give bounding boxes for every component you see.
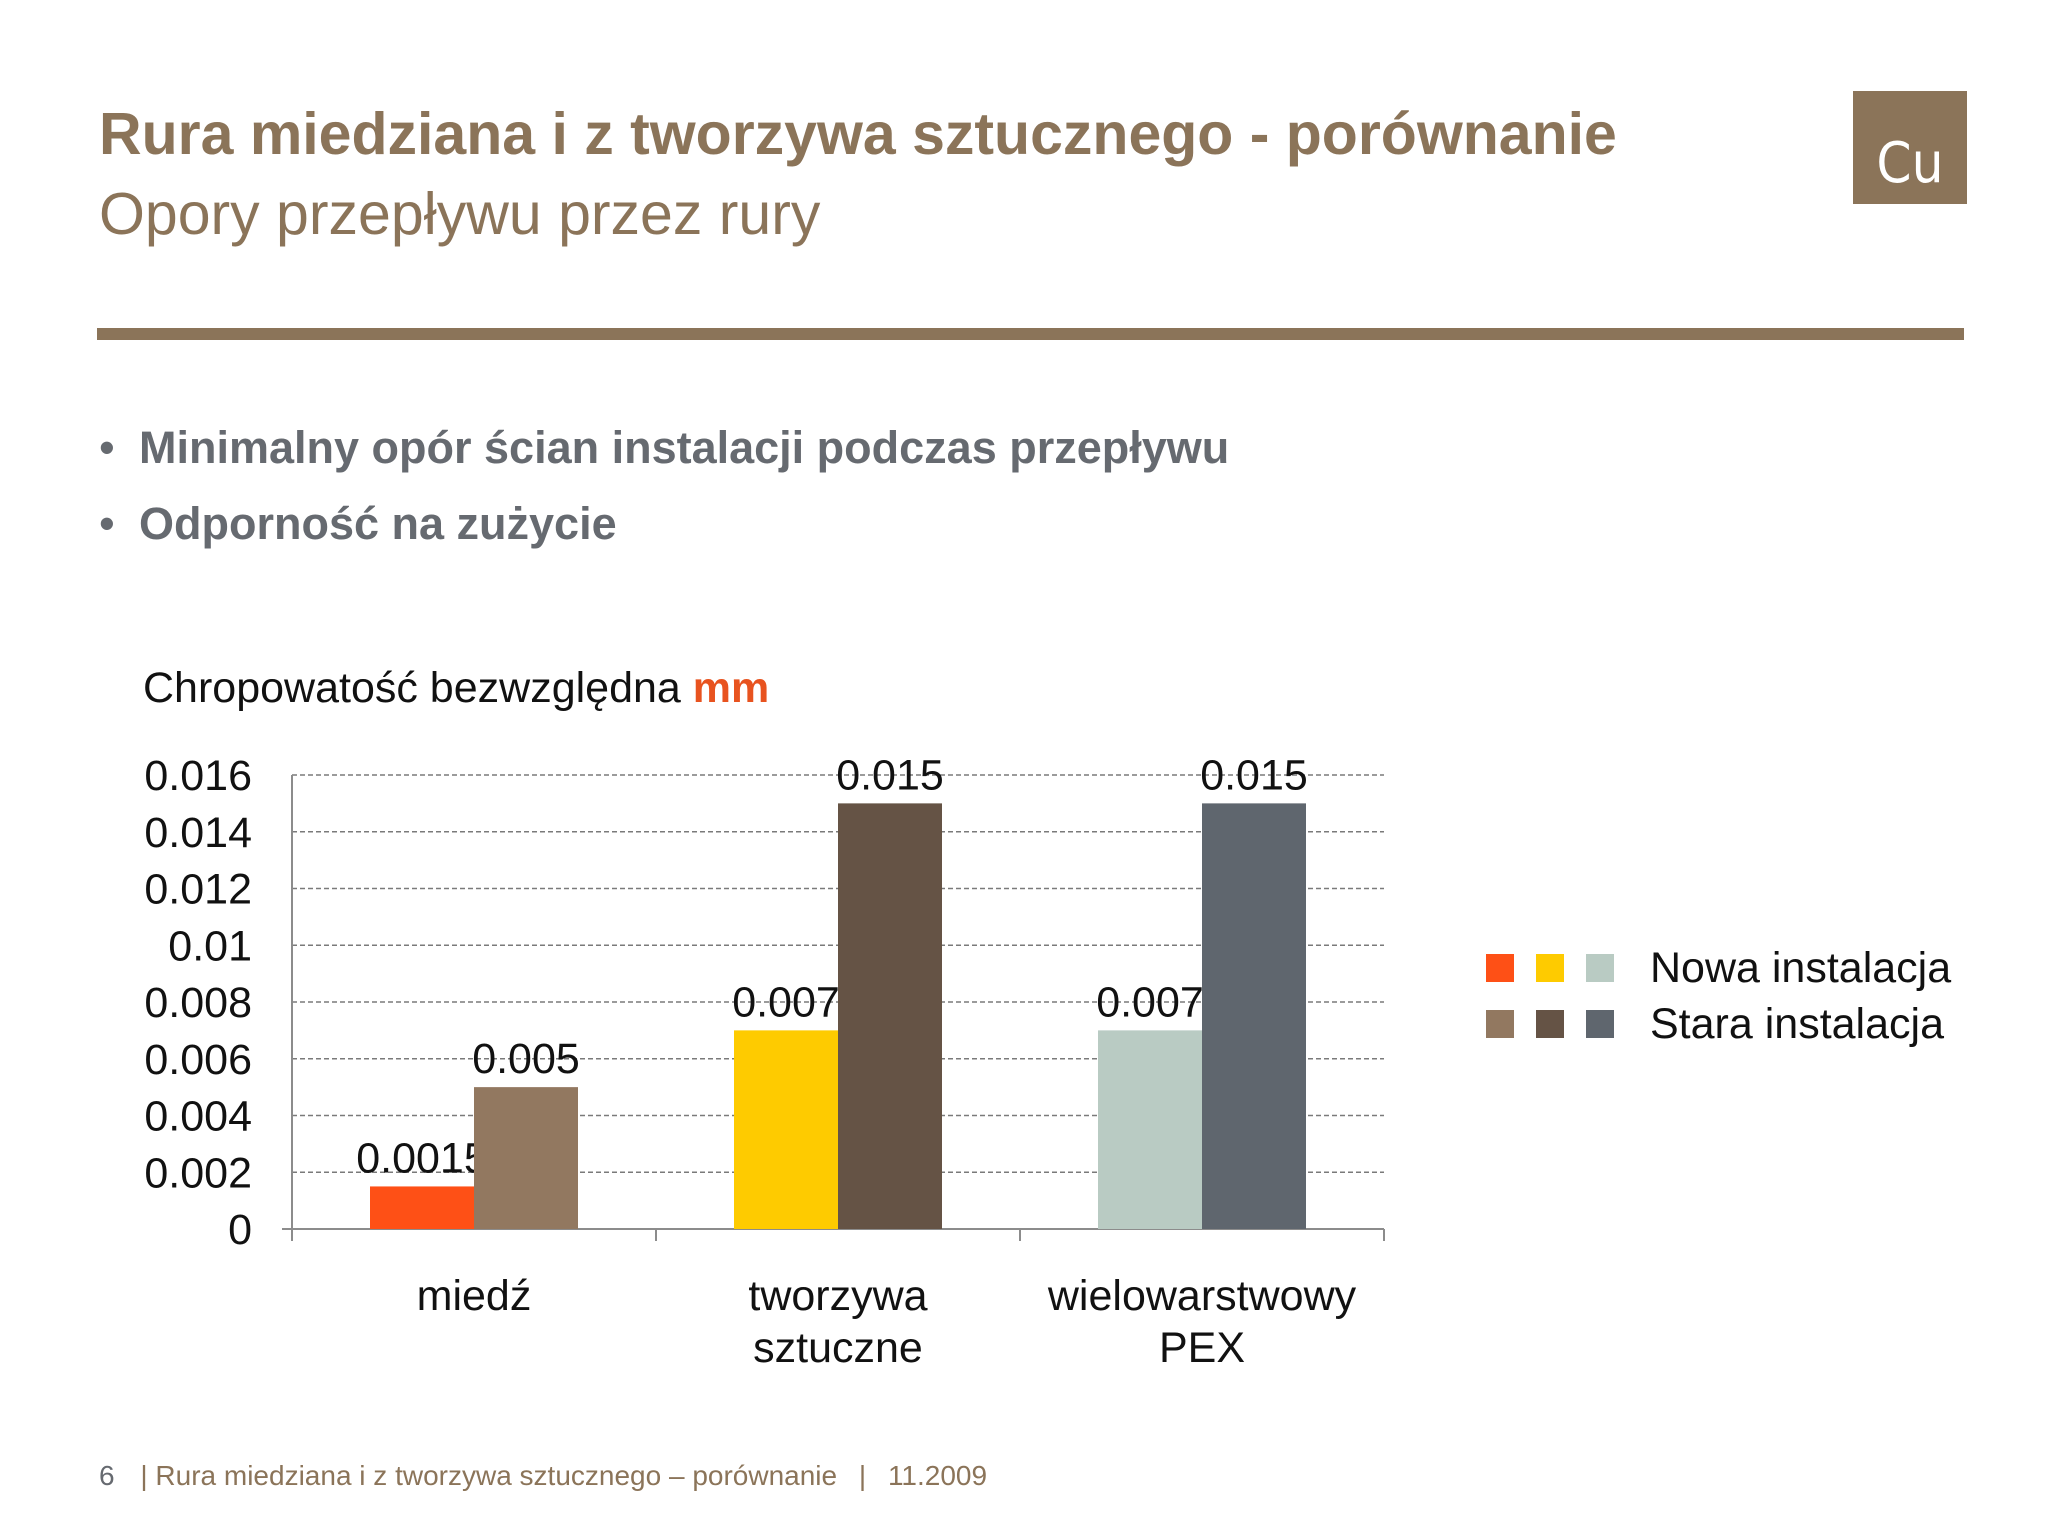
bullet-icon: • — [99, 498, 115, 549]
data-label: 0.015 — [1200, 751, 1308, 799]
data-label: 0.005 — [472, 1035, 580, 1083]
x-tick-label: wielowarstwowy — [1047, 1272, 1357, 1320]
footer-separator: | — [858, 1460, 867, 1491]
legend-swatch-old-pex — [1586, 1010, 1614, 1038]
legend-swatch-old-copper — [1486, 1010, 1514, 1038]
y-tick-label: 0.004 — [144, 1093, 252, 1141]
y-tick-label: 0.006 — [144, 1036, 252, 1084]
x-tick-label: sztuczne — [753, 1324, 923, 1372]
bullet-item: • Minimalny opór ścian instalacji podcza… — [99, 420, 1229, 496]
y-tick-label: 0.008 — [144, 979, 252, 1027]
bar — [370, 1186, 474, 1229]
y-axis-title: Chropowatość bezwzględna mm — [143, 664, 769, 713]
bar — [838, 803, 942, 1229]
x-tick-label: tworzywa — [748, 1272, 927, 1320]
legend-label-old: Stara instalacja — [1650, 999, 1944, 1048]
legend-swatch-new-plastic — [1536, 954, 1564, 982]
y-tick-label: 0.012 — [144, 866, 252, 914]
legend-entry-new: Nowa instalacja — [1486, 940, 1951, 996]
data-label: 0.015 — [836, 751, 944, 799]
footer-separator: | — [140, 1460, 148, 1491]
bullet-text: Odporność na zużycie — [139, 498, 617, 549]
legend-swatch-new-copper — [1486, 954, 1514, 982]
y-axis-unit: mm — [692, 664, 770, 712]
x-tick-label: PEX — [1159, 1324, 1245, 1372]
x-tick-label: miedź — [417, 1272, 532, 1320]
bar-chart: 0 0.002 0.004 0.006 0.008 0.01 0.012 0.014 0.016… — [144, 751, 1385, 1372]
y-tick-label: 0.016 — [144, 752, 252, 800]
y-axis-title-text: Chropowatość bezwzględna — [143, 664, 681, 712]
legend-label-new: Nowa instalacja — [1650, 943, 1952, 992]
y-tick-label: 0 — [228, 1206, 252, 1254]
title-divider — [97, 328, 1964, 340]
footer: 6 | Rura miedziana i z tworzywa sztuczne… — [99, 1460, 987, 1492]
copper-logo: Cu — [1853, 91, 1967, 204]
slide-title: Rura miedziana i z tworzywa sztucznego -… — [99, 101, 1617, 167]
footer-text: Rura miedziana i z tworzywa sztucznego –… — [155, 1460, 838, 1491]
y-tick-label: 0.014 — [144, 809, 252, 857]
data-label: 0.007 — [1096, 978, 1204, 1026]
bar — [474, 1087, 578, 1229]
y-tick-label: 0.002 — [144, 1149, 252, 1197]
legend-entry-old: Stara instalacja — [1486, 996, 1951, 1052]
y-tick-label: 0.01 — [168, 922, 252, 970]
footer-date: 11.2009 — [887, 1460, 988, 1491]
legend-swatch-new-pex — [1586, 954, 1614, 982]
chart-legend: Nowa instalacja Stara instalacja — [1486, 940, 1951, 1052]
slide-subtitle: Opory przepływu przez rury — [99, 181, 821, 247]
bullet-item: • Odporność na zużycie — [99, 496, 1229, 572]
bar — [1202, 803, 1306, 1229]
page-number: 6 — [99, 1460, 115, 1491]
legend-swatch-old-plastic — [1536, 1010, 1564, 1038]
data-label: 0.007 — [732, 978, 840, 1026]
bullet-icon: • — [99, 422, 115, 473]
data-label: 0.0015 — [356, 1134, 488, 1182]
bar — [734, 1030, 838, 1229]
bullet-list: • Minimalny opór ścian instalacji podcza… — [99, 420, 1229, 572]
bullet-text: Minimalny opór ścian instalacji podczas … — [139, 422, 1230, 473]
bar — [1098, 1030, 1202, 1229]
